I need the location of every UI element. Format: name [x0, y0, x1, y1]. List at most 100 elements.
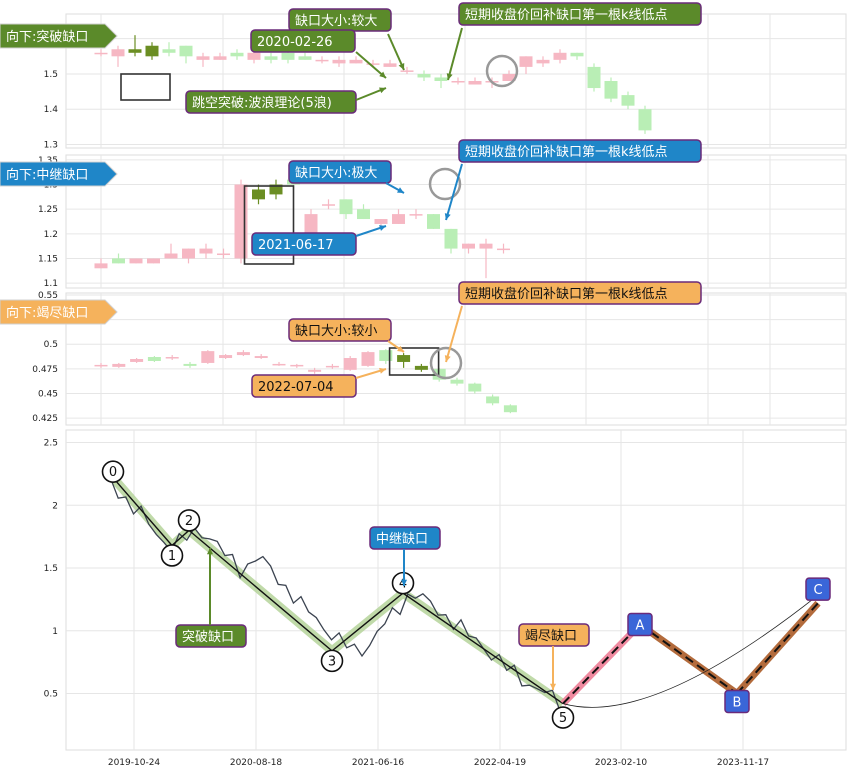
- candle: [462, 243, 475, 254]
- candle: [129, 258, 143, 264]
- candle-body: [343, 358, 357, 370]
- gap-size-label: 缺口大小:极大: [295, 166, 377, 181]
- candle: [497, 243, 510, 254]
- candle-panel-1: 1.31.41.51.6向下:突破缺口缺口大小:较大2020-02-26短期收盘…: [0, 2, 847, 150]
- candle: [383, 59, 397, 67]
- wave-marker: [101, 460, 125, 483]
- candle-body: [604, 81, 618, 99]
- y-tick-label: 0.5: [44, 340, 58, 350]
- candle-body: [145, 45, 159, 57]
- y-tick-label: 1.5: [44, 70, 58, 80]
- candle-body: [366, 63, 380, 65]
- candle: [427, 214, 440, 229]
- candle: [450, 377, 464, 386]
- fill-point-label-box: [458, 139, 702, 163]
- candle-body: [638, 109, 652, 131]
- gap-date-label: 2022-07-04: [258, 380, 334, 395]
- candle: [322, 199, 335, 210]
- gap-date-label: 2021-06-17: [258, 238, 334, 253]
- candle: [361, 351, 375, 367]
- wave-marker: [551, 706, 575, 729]
- y-tick-label: 0.45: [38, 389, 58, 399]
- gap-box: [120, 73, 171, 101]
- fill-point-label-group: 短期收盘价回补缺口第一根k线低点: [458, 281, 702, 305]
- candle-body: [308, 369, 322, 372]
- gap-size-label-group: 缺口大小:较大: [288, 8, 392, 32]
- candle-body: [112, 363, 126, 367]
- candle: [343, 356, 357, 371]
- wave-line: [112, 477, 564, 705]
- annotation-arrow-head: [400, 579, 408, 586]
- candle: [272, 361, 286, 366]
- candle-body: [269, 184, 283, 195]
- candle-panel-3: 0.4250.450.4750.50.5250.55向下:竭尽缺口缺口大小:较小…: [0, 281, 847, 426]
- wave-label: 5: [559, 711, 567, 726]
- gap-size-arrow-head: [397, 187, 404, 193]
- projection-marker: [627, 612, 653, 637]
- candle-body: [332, 59, 346, 64]
- fill-point-label-box: [458, 281, 702, 305]
- candle-body: [361, 352, 375, 366]
- projection-dash: [562, 623, 641, 705]
- candle: [201, 350, 215, 364]
- candle-body: [479, 243, 493, 249]
- gap-size-arrow-head: [398, 63, 405, 70]
- candle: [145, 42, 159, 60]
- gap-size-label-group: 缺口大小:极大: [288, 160, 392, 184]
- gap-date-label-group: 2020-02-26: [250, 29, 356, 53]
- y-tick-label: 1.15: [38, 254, 58, 264]
- candle: [621, 91, 635, 110]
- candle-body: [502, 73, 516, 81]
- candle-body: [486, 396, 500, 404]
- candle: [503, 404, 517, 414]
- wave-theory-label-group: 跳空突破:波浪理论(5浪): [185, 90, 357, 114]
- projection-point-A: A: [627, 612, 653, 637]
- candle: [417, 70, 431, 81]
- candle-body: [213, 56, 227, 60]
- main-price-chart: 0.5 1 1.5 2 2.5 2019-10-24 2020-08-18 2021-06-1…: [44, 429, 847, 768]
- candle: [147, 356, 161, 362]
- candle-body: [468, 81, 482, 85]
- x-tick-label: 2021-06-16: [352, 758, 405, 768]
- candle: [392, 209, 405, 224]
- candle: [290, 363, 304, 368]
- candle-body: [201, 351, 215, 363]
- y-tick-label: 2: [52, 501, 58, 511]
- annotation-arrow-head: [206, 548, 214, 555]
- fill-point-arrow-shaft: [447, 27, 463, 81]
- fill-point-circle: [485, 54, 519, 88]
- annotation-label: 突破缺口: [182, 629, 234, 645]
- y-tick-label: 0.55: [38, 291, 58, 301]
- candle-body: [217, 253, 230, 256]
- candle-body: [339, 199, 353, 215]
- candle: [444, 228, 458, 254]
- panel-frame: [65, 154, 847, 289]
- candle: [414, 363, 428, 372]
- wave-point-3: 3: [320, 649, 344, 673]
- candle: [638, 105, 652, 134]
- candle-body: [112, 258, 125, 264]
- candle: [236, 350, 250, 357]
- panel-title: 向下:突破缺口: [6, 29, 88, 45]
- candle: [298, 52, 312, 60]
- candle-body: [409, 214, 423, 216]
- candle: [111, 45, 125, 67]
- candle: [519, 56, 533, 74]
- x-tick-label: 2019-10-24: [108, 758, 161, 768]
- candle: [254, 354, 268, 359]
- y-tick-label: 0.475: [32, 365, 58, 375]
- candle: [308, 367, 322, 374]
- candle-body: [94, 364, 108, 367]
- fill-point-circle: [428, 167, 462, 201]
- candle: [349, 56, 363, 64]
- candle: [397, 353, 411, 368]
- candle: [553, 49, 567, 64]
- fill-point-arrow-head: [446, 73, 453, 80]
- wave-label: 0: [109, 465, 117, 480]
- candle-body: [182, 248, 195, 259]
- fill-point-label-group: 短期收盘价回补缺口第一根k线低点: [458, 139, 702, 163]
- candle-body: [315, 59, 329, 62]
- candle-body: [147, 258, 160, 264]
- projection-arc: [562, 594, 819, 708]
- projection-dash: [639, 623, 738, 695]
